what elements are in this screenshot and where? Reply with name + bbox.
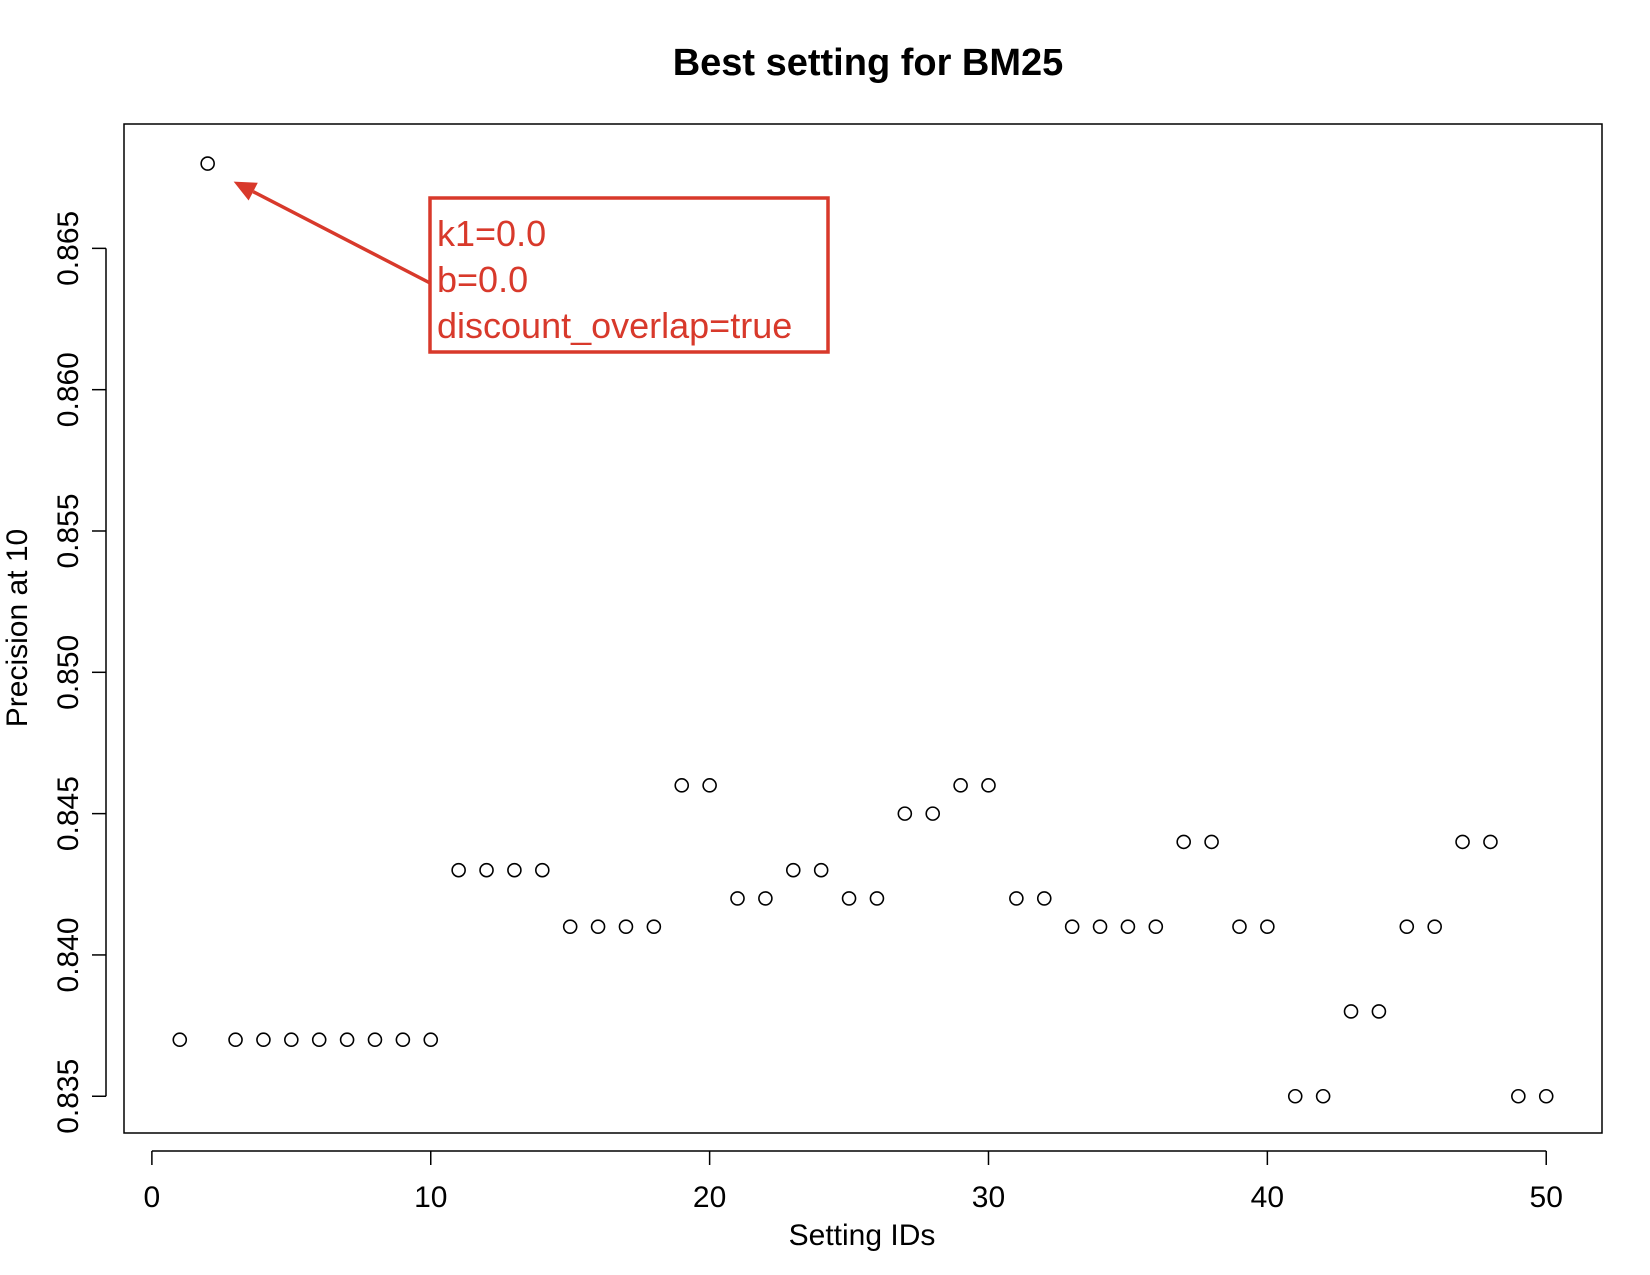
- data-point: [367, 1032, 383, 1048]
- data-point: [1120, 919, 1136, 934]
- data-point: [646, 919, 662, 934]
- data-point: [702, 778, 717, 793]
- data-point: [730, 891, 745, 906]
- data-point: [953, 778, 968, 793]
- data-point: [1176, 834, 1191, 850]
- data-point: [1427, 919, 1442, 934]
- x-tick-label: 50: [1530, 1181, 1563, 1214]
- y-tick-label: 0.865: [52, 211, 85, 286]
- data-point: [256, 1032, 271, 1048]
- data-point: [981, 778, 996, 793]
- data-point: [423, 1032, 439, 1048]
- data-point: [1538, 1088, 1554, 1104]
- data-point: [200, 156, 215, 171]
- plot-frame: [123, 123, 1603, 1134]
- data-point: [869, 891, 885, 906]
- data-point: [507, 862, 522, 878]
- y-tick-label: 0.835: [52, 1059, 85, 1134]
- data-point: [674, 778, 690, 793]
- annotation-arrow-head: [233, 181, 258, 201]
- data-point: [1287, 1088, 1303, 1104]
- data-points: [172, 156, 1554, 1104]
- data-point: [1343, 1004, 1359, 1019]
- x-tick-label: 40: [1251, 1181, 1284, 1214]
- data-point: [1036, 891, 1052, 906]
- x-tick-label: 0: [144, 1181, 161, 1214]
- data-point: [758, 891, 773, 906]
- chart-title: Best setting for BM25: [673, 42, 1064, 84]
- y-tick-label: 0.855: [52, 493, 85, 568]
- data-point: [1232, 919, 1247, 934]
- annotation-line: discount_overlap=true: [437, 305, 792, 346]
- data-point: [1371, 1004, 1387, 1019]
- annotation: k1=0.0 b=0.0 discount_overlap=true: [233, 181, 830, 354]
- data-point: [590, 919, 606, 934]
- data-point: [479, 862, 494, 878]
- data-point: [841, 891, 857, 906]
- y-axis-label: Precision at 10: [1, 529, 34, 727]
- annotation-line: b=0.0: [437, 259, 528, 300]
- data-point: [535, 862, 550, 878]
- data-point: [451, 862, 466, 878]
- data-point: [395, 1032, 411, 1048]
- x-tick-label: 20: [693, 1181, 726, 1214]
- data-point: [618, 919, 634, 934]
- data-point: [1148, 919, 1164, 934]
- data-point: [1483, 834, 1498, 850]
- data-point: [311, 1032, 327, 1048]
- annotation-arrow-line: [252, 190, 431, 285]
- data-point: [1064, 919, 1080, 934]
- data-point: [1399, 919, 1415, 934]
- annotation-line: k1=0.0: [437, 213, 546, 254]
- y-tick-label: 0.860: [52, 352, 85, 427]
- x-tick-label: 10: [414, 1181, 447, 1214]
- data-point: [1204, 834, 1219, 850]
- data-point: [1455, 834, 1470, 850]
- data-point: [785, 862, 801, 878]
- y-tick-label: 0.850: [52, 635, 85, 710]
- annotation-box: [428, 196, 830, 354]
- data-point: [813, 862, 829, 878]
- data-point: [339, 1032, 355, 1048]
- data-point: [562, 919, 578, 934]
- data-point: [228, 1032, 243, 1048]
- y-axis: 0.835 0.840 0.845 0.850 0.855 0.860 0.865: [52, 211, 107, 1134]
- data-point: [1511, 1088, 1526, 1104]
- data-point: [284, 1032, 299, 1048]
- y-tick-label: 0.845: [52, 776, 85, 851]
- data-point: [1092, 919, 1108, 934]
- x-axis-label: Setting IDs: [789, 1219, 936, 1252]
- data-point: [1009, 891, 1024, 906]
- data-point: [172, 1032, 188, 1048]
- data-point: [1260, 919, 1275, 934]
- y-tick-label: 0.840: [52, 917, 85, 992]
- x-axis: 0 10 20 30 40 50: [144, 1150, 1563, 1214]
- data-point: [897, 806, 913, 821]
- data-point: [925, 806, 941, 821]
- data-point: [1315, 1088, 1331, 1104]
- x-tick-label: 30: [972, 1181, 1005, 1214]
